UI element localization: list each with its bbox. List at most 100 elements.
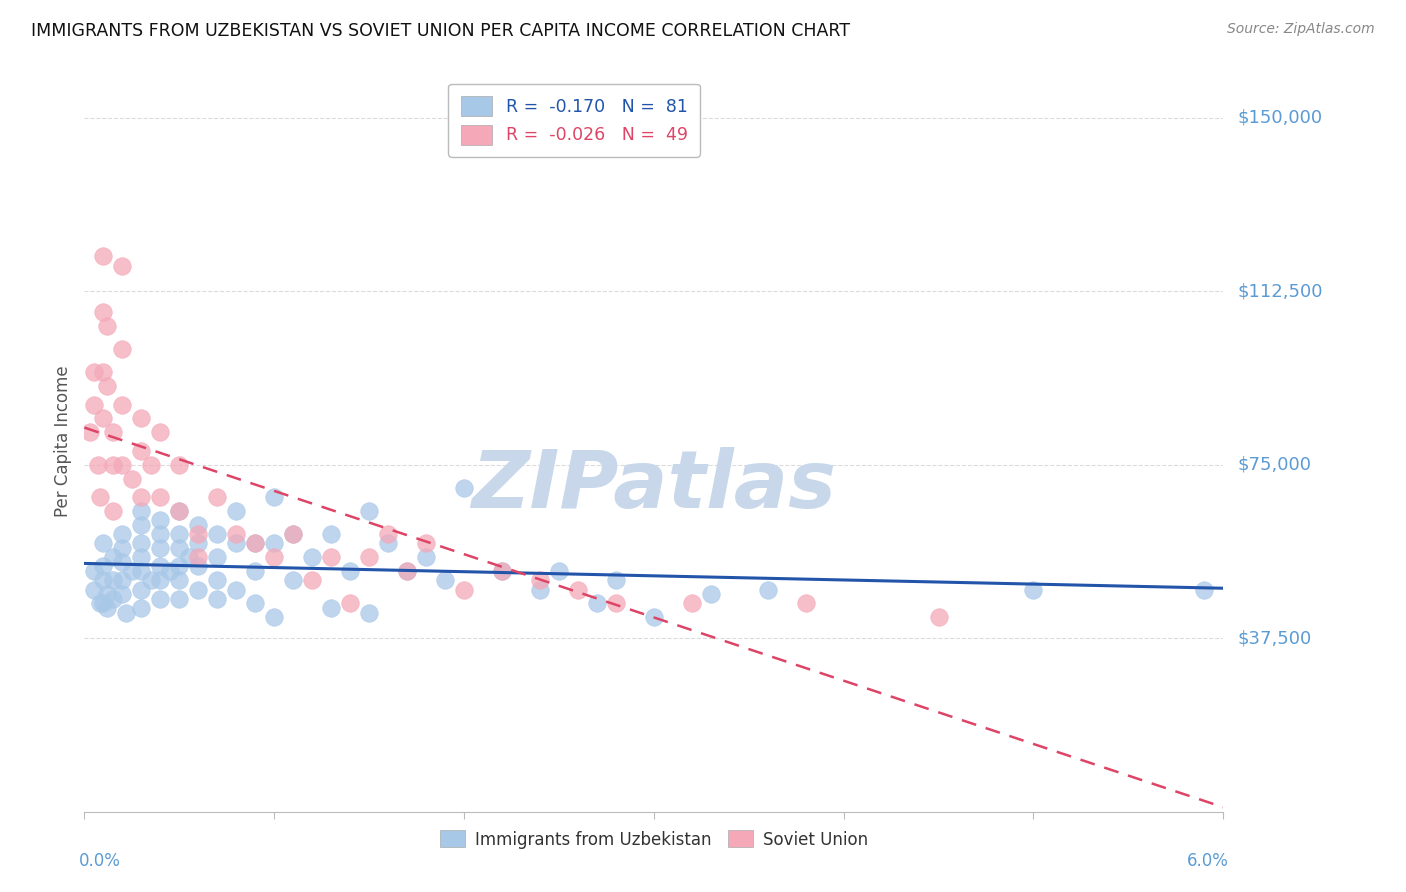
Point — [245, 597, 267, 611]
Point — [149, 513, 172, 527]
Point — [149, 541, 172, 555]
Point — [93, 597, 115, 611]
Point — [187, 550, 209, 565]
Point — [131, 411, 153, 425]
Point — [149, 574, 172, 588]
Point — [605, 574, 627, 588]
Point — [245, 536, 267, 550]
Point — [169, 527, 191, 541]
Point — [111, 541, 134, 555]
Point — [359, 550, 381, 565]
Text: $37,500: $37,500 — [1237, 629, 1312, 648]
Point — [115, 606, 138, 620]
Point — [89, 597, 111, 611]
Point — [187, 582, 209, 597]
Point — [339, 597, 361, 611]
Point — [131, 517, 153, 532]
Point — [263, 536, 285, 550]
Point — [169, 559, 191, 574]
Point — [245, 536, 267, 550]
Text: IMMIGRANTS FROM UZBEKISTAN VS SOVIET UNION PER CAPITA INCOME CORRELATION CHART: IMMIGRANTS FROM UZBEKISTAN VS SOVIET UNI… — [31, 22, 851, 40]
Point — [149, 527, 172, 541]
Point — [301, 574, 323, 588]
Point — [169, 574, 191, 588]
Point — [415, 536, 437, 550]
Point — [548, 564, 571, 578]
Point — [111, 259, 134, 273]
Point — [131, 601, 153, 615]
Point — [131, 550, 153, 565]
Point — [263, 550, 285, 565]
Point — [321, 550, 343, 565]
Point — [207, 574, 229, 588]
Point — [149, 559, 172, 574]
Point — [111, 574, 134, 588]
Text: 0.0%: 0.0% — [79, 853, 121, 871]
Point — [225, 504, 247, 518]
Point — [83, 365, 105, 379]
Point — [83, 398, 105, 412]
Point — [1022, 582, 1045, 597]
Point — [225, 582, 247, 597]
Point — [131, 443, 153, 458]
Point — [169, 504, 191, 518]
Point — [169, 458, 191, 472]
Point — [643, 610, 665, 624]
Point — [187, 536, 209, 550]
Point — [377, 527, 399, 541]
Point — [93, 250, 115, 264]
Point — [79, 425, 101, 440]
Point — [700, 587, 723, 601]
Point — [207, 490, 229, 504]
Point — [321, 601, 343, 615]
Text: Source: ZipAtlas.com: Source: ZipAtlas.com — [1227, 22, 1375, 37]
Point — [131, 582, 153, 597]
Point — [139, 458, 162, 472]
Point — [434, 574, 457, 588]
Point — [567, 582, 589, 597]
Point — [96, 318, 118, 333]
Point — [111, 527, 134, 541]
Point — [93, 574, 115, 588]
Point — [756, 582, 779, 597]
Point — [321, 527, 343, 541]
Point — [605, 597, 627, 611]
Point — [139, 574, 162, 588]
Point — [928, 610, 950, 624]
Point — [245, 564, 267, 578]
Y-axis label: Per Capita Income: Per Capita Income — [53, 366, 72, 517]
Point — [491, 564, 513, 578]
Point — [169, 541, 191, 555]
Point — [283, 574, 305, 588]
Point — [111, 587, 134, 601]
Point — [301, 550, 323, 565]
Point — [121, 564, 143, 578]
Text: $75,000: $75,000 — [1237, 456, 1312, 474]
Point — [187, 517, 209, 532]
Point — [101, 504, 124, 518]
Point — [491, 564, 513, 578]
Point — [83, 582, 105, 597]
Point — [529, 574, 551, 588]
Point — [177, 550, 200, 565]
Point — [93, 305, 115, 319]
Point — [111, 398, 134, 412]
Point — [101, 574, 124, 588]
Point — [101, 591, 124, 606]
Point — [131, 536, 153, 550]
Point — [359, 606, 381, 620]
Point — [453, 582, 475, 597]
Point — [121, 471, 143, 485]
Point — [159, 564, 181, 578]
Text: $112,500: $112,500 — [1237, 282, 1323, 300]
Point — [1194, 582, 1216, 597]
Point — [263, 490, 285, 504]
Point — [207, 527, 229, 541]
Text: ZIPatlas: ZIPatlas — [471, 447, 837, 525]
Point — [187, 559, 209, 574]
Point — [111, 555, 134, 569]
Point — [101, 550, 124, 565]
Point — [83, 564, 105, 578]
Legend: Immigrants from Uzbekistan, Soviet Union: Immigrants from Uzbekistan, Soviet Union — [433, 823, 875, 855]
Point — [96, 379, 118, 393]
